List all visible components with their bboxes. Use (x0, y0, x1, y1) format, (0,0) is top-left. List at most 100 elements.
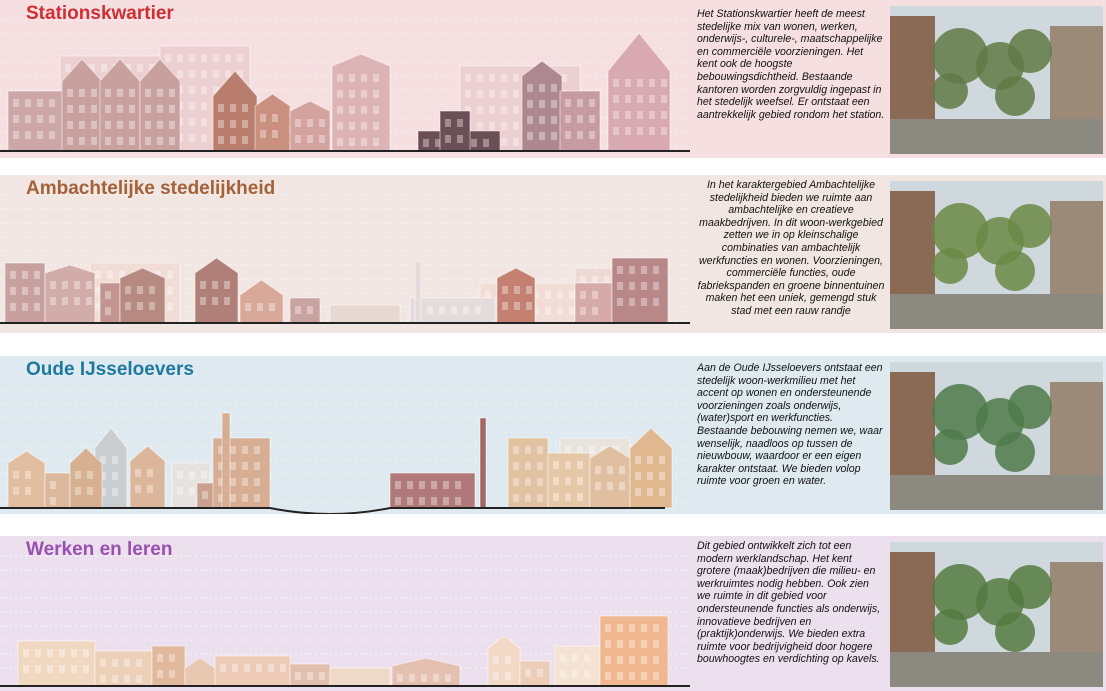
window (100, 675, 106, 683)
window (220, 664, 226, 672)
window (169, 654, 175, 662)
window (225, 54, 231, 62)
window (580, 276, 586, 284)
window (62, 281, 68, 289)
window (537, 446, 543, 454)
window (124, 675, 130, 683)
window (419, 497, 425, 505)
window (513, 122, 519, 130)
window (451, 306, 457, 314)
window (661, 79, 667, 87)
photo-building (1050, 382, 1103, 490)
window (67, 137, 73, 145)
window (533, 307, 539, 315)
window (254, 494, 260, 502)
window (489, 74, 495, 82)
window (569, 307, 575, 315)
window (501, 90, 507, 98)
window (629, 298, 635, 306)
window (349, 90, 355, 98)
window (629, 266, 635, 274)
window (551, 84, 557, 92)
window (560, 654, 566, 662)
window (539, 116, 545, 124)
window (213, 86, 219, 94)
window (514, 286, 520, 294)
window (557, 307, 563, 315)
photo-tree (1008, 29, 1052, 73)
building (589, 445, 631, 509)
window (95, 303, 101, 311)
window (513, 478, 519, 486)
window (79, 121, 85, 129)
window (112, 472, 118, 480)
window (91, 89, 97, 97)
window (629, 656, 635, 664)
window (455, 481, 461, 489)
window (537, 478, 543, 486)
window (471, 139, 477, 147)
window (35, 649, 41, 657)
window (337, 74, 343, 82)
building (479, 417, 487, 509)
window (25, 487, 31, 495)
window (427, 306, 433, 314)
window (230, 478, 236, 486)
window (502, 302, 508, 310)
window (23, 665, 29, 673)
window (592, 307, 598, 315)
window (584, 670, 590, 678)
window (218, 446, 224, 454)
window (212, 281, 218, 289)
window (129, 121, 135, 129)
window (617, 640, 623, 648)
building (331, 53, 391, 152)
window (501, 74, 507, 82)
window (10, 303, 16, 311)
window (280, 664, 286, 672)
window (653, 624, 659, 632)
photo (890, 6, 1103, 154)
window (551, 116, 557, 124)
building (239, 279, 284, 324)
window (565, 99, 571, 107)
window (580, 307, 586, 315)
window (112, 456, 118, 464)
window (10, 271, 16, 279)
window (545, 291, 551, 299)
window (79, 89, 85, 97)
window (361, 122, 367, 130)
window (617, 282, 623, 290)
window (112, 488, 118, 496)
window (201, 54, 207, 62)
window (605, 656, 611, 664)
panel-title: Werken en leren (26, 539, 173, 560)
window (95, 287, 101, 295)
photo-tree (932, 28, 988, 84)
window (465, 74, 471, 82)
window (125, 286, 131, 294)
window (135, 469, 141, 477)
window (361, 90, 367, 98)
window (269, 303, 275, 311)
window (244, 664, 250, 672)
window (47, 665, 53, 673)
building (214, 655, 291, 687)
window (13, 487, 19, 495)
window (218, 104, 224, 112)
panel-title: Stationskwartier (26, 3, 174, 24)
window (91, 105, 97, 113)
window (560, 670, 566, 678)
window (501, 106, 507, 114)
window (242, 104, 248, 112)
window (502, 286, 508, 294)
window (431, 481, 437, 489)
window (435, 139, 441, 147)
window (565, 131, 571, 139)
window (653, 656, 659, 664)
building (7, 450, 46, 509)
window (22, 287, 28, 295)
window (463, 306, 469, 314)
window (572, 670, 578, 678)
